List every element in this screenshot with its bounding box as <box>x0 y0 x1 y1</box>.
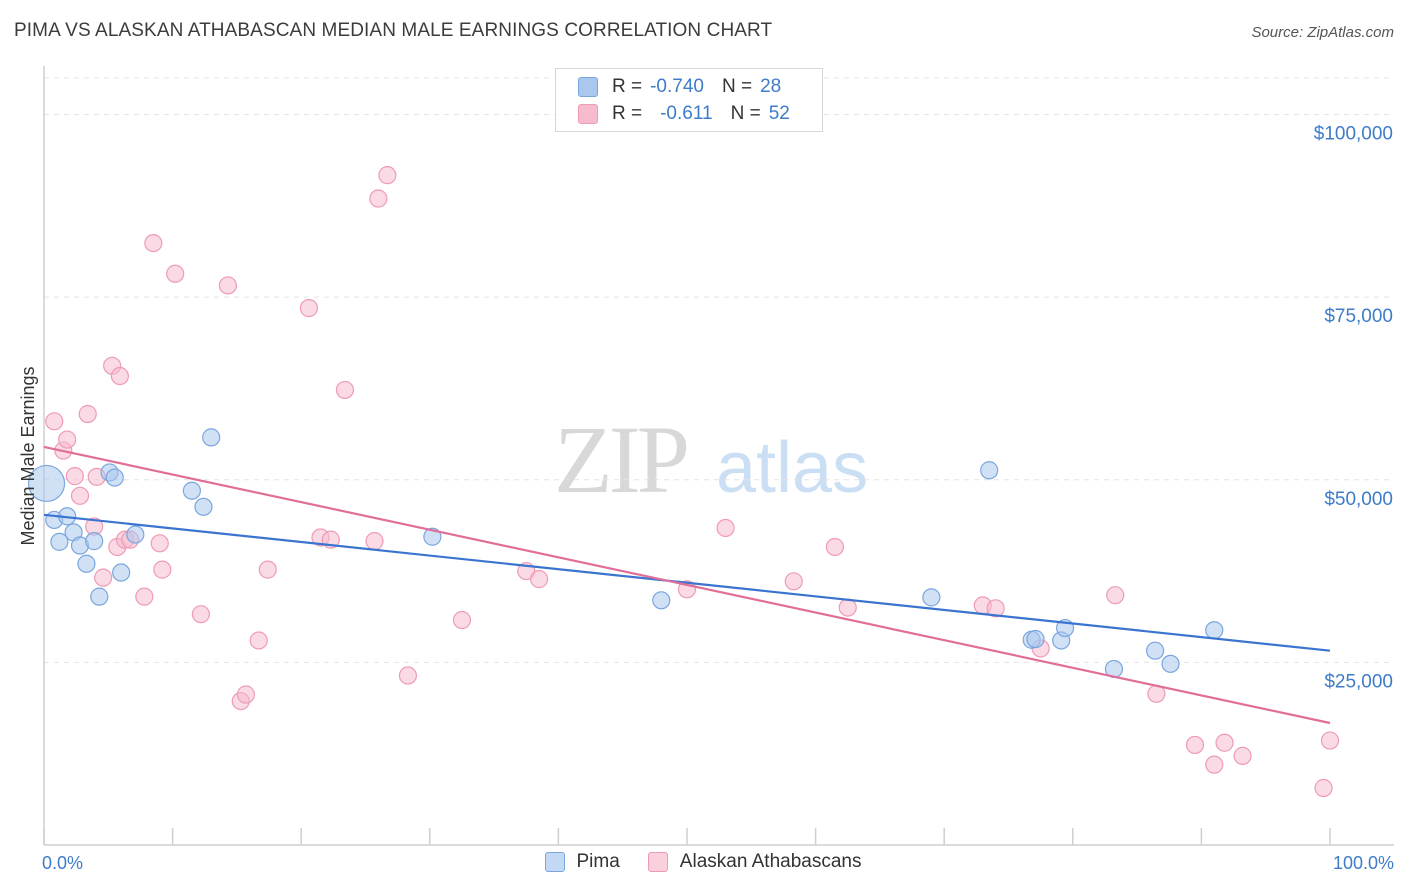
athabascan-point <box>1106 586 1125 605</box>
y-tick-label: $100,000 <box>1314 124 1393 145</box>
pima-point <box>652 591 671 610</box>
athabascan-point <box>1320 731 1340 750</box>
athabascan-point <box>716 518 735 538</box>
correlation-legend: R = -0.740 N = 28 R = -0.611 N = 52 <box>555 68 823 132</box>
athabascan-point <box>153 560 172 579</box>
pima-point <box>77 554 96 573</box>
athabascan-point <box>378 166 397 185</box>
y-tick-label: $50,000 <box>1324 489 1393 510</box>
athabascan-point <box>825 537 844 557</box>
pima-point <box>126 525 145 544</box>
pima-swatch-icon <box>578 77 598 97</box>
legend-label-athabascan: Alaskan Athabascans <box>679 851 862 872</box>
axes <box>43 66 1394 846</box>
athabascan-point <box>249 631 268 650</box>
legend-row-pima: R = -0.740 N = 28 <box>578 74 781 100</box>
athabascan-point <box>398 666 418 685</box>
athabascan-point <box>144 233 163 253</box>
athabascan-point <box>135 587 154 606</box>
trend-lines <box>43 445 1331 725</box>
pima-point <box>50 532 69 551</box>
athabascan-point <box>784 572 803 591</box>
pima-point <box>423 527 442 546</box>
r-label: R = <box>612 103 643 124</box>
chart-title: PIMA VS ALASKAN ATHABASCAN MEDIAN MALE E… <box>14 20 773 41</box>
athabascan-point <box>218 276 237 295</box>
y-tick-label: $75,000 <box>1324 306 1393 327</box>
source-label: Source: ZipAtlas.com <box>1251 24 1394 41</box>
athabascan-point <box>236 685 256 704</box>
athabascan-point <box>166 264 185 283</box>
pima-point <box>90 587 109 606</box>
legend-item-pima: Pima <box>544 851 620 873</box>
pima-point <box>112 563 131 582</box>
pima-point <box>1026 629 1045 649</box>
pima-point <box>105 468 124 487</box>
pima-point <box>85 532 104 551</box>
athabascan-point <box>78 404 97 424</box>
tick-labels: $25,000 $50,000 $75,000 $100,000 0.0% 100.0% <box>42 124 1394 873</box>
legend-label-pima: Pima <box>576 851 620 872</box>
athabascan-point <box>838 598 857 617</box>
r-value: -0.740 <box>650 76 704 97</box>
pima-point <box>1146 641 1165 660</box>
pima-point <box>182 481 201 500</box>
pima-point <box>194 497 213 516</box>
athabascan-point <box>94 568 113 587</box>
athabascan-trend-line <box>43 445 1331 725</box>
x-tick-label: 100.0% <box>1333 853 1394 873</box>
pima-swatch-icon <box>544 852 565 872</box>
athabascan-point <box>1185 735 1205 755</box>
athabascan-point <box>258 560 277 579</box>
watermark-atlas: atlas <box>716 428 868 508</box>
r-value: -0.611 <box>660 103 713 124</box>
data-points <box>27 166 1340 798</box>
n-label: N = <box>721 76 753 97</box>
r-label: R = <box>612 76 643 97</box>
legend-row-athabascan: R = -0.611 N = 52 <box>578 101 790 127</box>
athabascan-point <box>986 599 1005 618</box>
pima-point <box>922 588 941 607</box>
athabascan-point <box>1233 746 1252 765</box>
athabascan-point <box>530 570 549 589</box>
n-label: N = <box>730 103 761 124</box>
pima-point <box>202 428 221 447</box>
athabascan-point <box>65 467 84 486</box>
pima-point <box>1205 621 1224 640</box>
grid <box>44 77 1394 663</box>
athabascan-point <box>365 532 384 551</box>
athabascan-point <box>1215 733 1234 752</box>
athabascan-point <box>191 605 210 624</box>
athabascan-point <box>369 189 388 208</box>
athabascan-point <box>150 534 169 553</box>
athabascan-point <box>45 412 64 431</box>
athabascan-point <box>335 380 355 400</box>
x-tick-label: 0.0% <box>42 853 83 873</box>
n-value: 52 <box>768 103 790 124</box>
athabascan-swatch-icon <box>647 852 668 872</box>
pima-point <box>980 461 999 480</box>
athabascan-point <box>1314 778 1333 798</box>
series-legend: Pima Alaskan Athabascans <box>0 851 1406 873</box>
athabascan-point <box>58 430 77 449</box>
pima-trend-line <box>43 513 1331 652</box>
athabascan-swatch-icon <box>578 104 598 124</box>
athabascan-point <box>70 486 90 505</box>
pima-point <box>1161 654 1180 673</box>
athabascan-point <box>110 366 129 386</box>
watermark: ZIP atlas <box>554 406 868 513</box>
y-axis-label: Median Male Earnings <box>18 366 38 545</box>
watermark-zip: ZIP <box>554 406 687 513</box>
athabascan-point <box>299 299 319 318</box>
pima-point <box>27 464 66 503</box>
y-tick-label: $25,000 <box>1324 671 1393 692</box>
athabascan-point <box>452 610 472 630</box>
n-value: 28 <box>760 76 782 97</box>
legend-item-athabascan: Alaskan Athabascans <box>647 851 862 873</box>
athabascan-point <box>1205 755 1224 774</box>
